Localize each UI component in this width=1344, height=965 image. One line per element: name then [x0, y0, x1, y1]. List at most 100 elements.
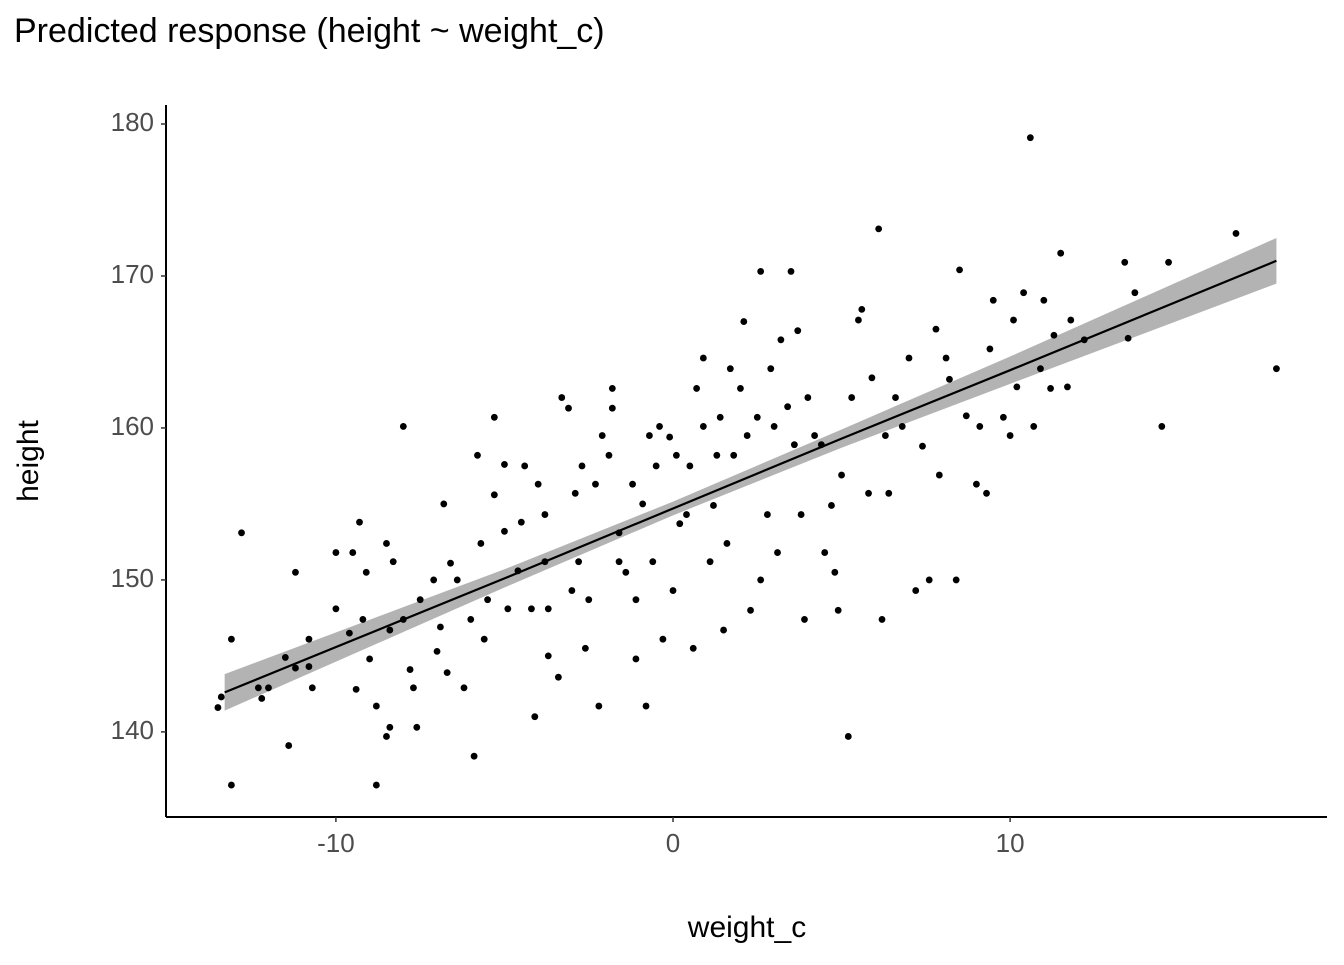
point [467, 616, 475, 623]
point [787, 268, 795, 275]
point [554, 673, 562, 681]
confidence-band [224, 237, 1277, 711]
point [406, 666, 414, 673]
point [372, 781, 380, 789]
point [976, 423, 984, 430]
point [615, 558, 623, 566]
point [352, 685, 360, 693]
point [362, 568, 370, 576]
point [1047, 385, 1054, 392]
point [383, 540, 390, 547]
point [656, 423, 663, 430]
point [386, 626, 394, 634]
point [430, 576, 438, 584]
fit-line [224, 259, 1277, 694]
point [410, 684, 417, 692]
point [878, 616, 886, 623]
point [865, 489, 872, 497]
point [753, 413, 761, 421]
point [292, 664, 299, 672]
point [790, 441, 798, 449]
point [986, 345, 994, 353]
point [501, 527, 508, 535]
point [639, 500, 647, 508]
point [932, 325, 940, 333]
point [470, 752, 478, 760]
point [764, 511, 771, 518]
point [1165, 258, 1172, 266]
point [632, 655, 640, 663]
point [912, 587, 920, 594]
point [413, 723, 421, 731]
point [386, 723, 394, 731]
point [919, 442, 926, 450]
point [440, 500, 448, 508]
point [565, 404, 572, 412]
point [541, 511, 549, 518]
point [528, 605, 535, 613]
y-tick-label: 140 [111, 715, 154, 745]
point [757, 268, 765, 275]
point [693, 385, 701, 392]
point [534, 480, 542, 488]
point [669, 587, 677, 594]
point [831, 568, 839, 576]
point [784, 403, 792, 411]
point [767, 365, 775, 373]
x-axis-label: weight_c [687, 911, 806, 944]
point [433, 647, 441, 655]
point [838, 471, 845, 479]
point [659, 635, 667, 643]
point [332, 549, 340, 556]
point [999, 413, 1007, 421]
point [437, 623, 444, 631]
point [629, 480, 636, 488]
point [699, 354, 707, 362]
point [743, 432, 751, 439]
point [794, 327, 802, 335]
point [770, 423, 778, 430]
point [699, 423, 707, 430]
y-tick-label: 170 [111, 259, 154, 289]
point [1030, 423, 1038, 430]
point [416, 596, 424, 604]
point [254, 684, 262, 692]
x-tick-label: -10 [317, 828, 355, 858]
y-tick-label: 160 [111, 411, 154, 441]
point [460, 684, 468, 692]
point [359, 616, 367, 623]
point [480, 635, 488, 643]
point [892, 394, 899, 401]
point [716, 413, 724, 421]
point [757, 576, 765, 584]
point [581, 644, 589, 652]
point [575, 558, 583, 566]
point [217, 693, 225, 701]
point [558, 394, 566, 401]
point [578, 462, 586, 470]
point [821, 549, 829, 556]
point [1057, 249, 1065, 257]
point [372, 702, 380, 710]
point [443, 669, 451, 677]
point [1158, 423, 1166, 430]
point [305, 663, 313, 670]
y-tick-label: 180 [111, 107, 154, 137]
point [383, 733, 390, 740]
point [797, 511, 805, 518]
x-tick-label: 10 [996, 828, 1025, 858]
point [477, 540, 485, 547]
point [345, 629, 353, 637]
point [740, 318, 748, 325]
point [1067, 316, 1075, 324]
point [905, 354, 913, 362]
point [632, 596, 640, 604]
point [608, 404, 616, 412]
point [447, 559, 454, 567]
point [238, 529, 245, 537]
point [946, 375, 953, 383]
point [737, 385, 744, 392]
point [453, 576, 461, 584]
